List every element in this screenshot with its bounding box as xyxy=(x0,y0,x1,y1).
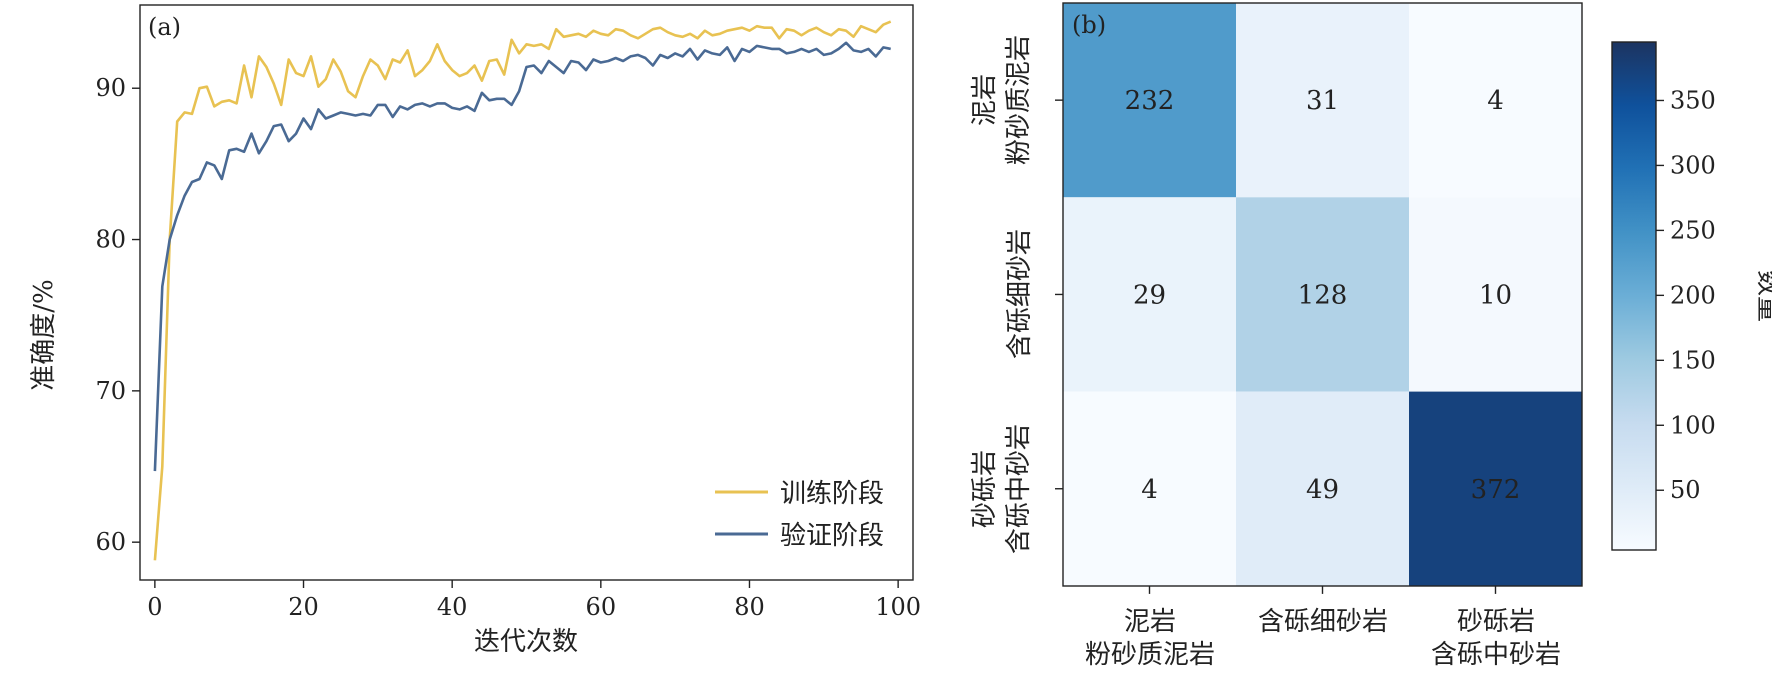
x-tick-label: 20 xyxy=(288,593,319,621)
heatmap-cell-value-0-1: 31 xyxy=(1306,86,1339,116)
col-label-2: 砂砾岩 含砾中砂岩 xyxy=(1431,607,1561,670)
row-label-0: 泥岩 粉砂质泥岩 xyxy=(970,35,1034,165)
heatmap-cells: 232 31 4 29 128 10 4 49 372 xyxy=(1063,3,1582,586)
col-label-2-line-1: 砂砾岩 xyxy=(1457,607,1535,637)
x-axis-label: 迭代次数 xyxy=(474,627,578,657)
heatmap-cell-1-0 xyxy=(1063,197,1236,392)
confusion-matrix-panel: 232 31 4 29 128 10 4 49 372 (b) 泥岩 粉砂质泥岩 含砾细砂岩 砂… xyxy=(970,2,1772,670)
col-label-1-line-1: 含砾细砂岩 xyxy=(1258,607,1388,637)
series-line-1 xyxy=(153,41,891,472)
col-label-1: 含砾细砂岩 xyxy=(1258,607,1388,637)
row-label-1: 含砾细砂岩 xyxy=(1005,229,1035,359)
colorbar-tick-label: 150 xyxy=(1670,346,1716,374)
heatmap-cell-1-1 xyxy=(1236,197,1409,392)
colorbar-tick-label: 250 xyxy=(1670,216,1716,244)
x-tick-label: 100 xyxy=(875,593,921,621)
col-label-0-line-1: 泥岩 xyxy=(1124,607,1176,637)
legend-label-train: 训练阶段 xyxy=(780,479,884,509)
row-label-2: 砂砾岩 含砾中砂岩 xyxy=(970,424,1034,554)
y-tick-label: 90 xyxy=(95,74,126,102)
col-label-0-line-2: 粉砂质泥岩 xyxy=(1085,640,1215,670)
line-chart-panel: 0 20 40 60 80 100 60 70 80 90 (a) 迭代次数 准确度/% 训练阶… xyxy=(29,4,921,657)
heatmap-cell-value-1-1: 128 xyxy=(1298,280,1348,310)
colorbar-tick-label: 300 xyxy=(1670,151,1716,179)
plot-frame xyxy=(139,4,914,581)
heatmap-cell-value-1-0: 29 xyxy=(1133,280,1166,310)
x-tick-label: 80 xyxy=(734,593,765,621)
heatmap-cell-0-2 xyxy=(1409,3,1582,198)
heatmap-cell-value-2-1: 49 xyxy=(1306,475,1339,505)
colorbar-tick-label: 50 xyxy=(1670,476,1701,504)
series-line-0 xyxy=(153,20,892,561)
y-tick-label: 70 xyxy=(95,377,126,405)
row-label-2-line-1: 砂砾岩 xyxy=(970,450,1000,528)
row-label-2-line-2: 含砾中砂岩 xyxy=(1004,424,1034,554)
y-axis-label: 准确度/% xyxy=(29,279,59,390)
x-tick-label: 0 xyxy=(147,593,162,621)
heatmap-cell-1-2 xyxy=(1409,197,1582,392)
heatmap-cell-value-2-2: 372 xyxy=(1471,475,1521,505)
colorbar-tick-label: 100 xyxy=(1670,411,1716,439)
heatmap-cell-value-0-0: 232 xyxy=(1125,86,1175,116)
row-label-1-line-1: 含砾细砂岩 xyxy=(1005,229,1035,359)
line-series-group xyxy=(153,20,892,561)
heatmap-cell-value-1-2: 10 xyxy=(1479,280,1512,310)
heatmap-cell-value-2-0: 4 xyxy=(1141,475,1158,505)
x-ticks: 0 20 40 60 80 100 xyxy=(147,580,921,621)
colorbar-ticks: 50 100 150 200 250 300 350 xyxy=(1656,86,1716,504)
heatmap-cell-2-2 xyxy=(1409,391,1582,586)
heatmap-cell-2-0 xyxy=(1063,391,1236,586)
legend: 训练阶段 验证阶段 xyxy=(715,479,884,551)
colorbar-tick-label: 350 xyxy=(1670,86,1716,114)
legend-label-validation: 验证阶段 xyxy=(780,521,884,551)
y-tick-label: 80 xyxy=(95,226,126,254)
heatmap-cell-0-0 xyxy=(1063,3,1236,198)
y-tick-label: 60 xyxy=(95,528,126,556)
x-tick-label: 60 xyxy=(586,593,617,621)
heatmap-cell-2-1 xyxy=(1236,391,1409,586)
col-label-0: 泥岩 粉砂质泥岩 xyxy=(1085,607,1215,670)
colorbar-label: 数量 xyxy=(1753,270,1772,322)
heatmap-ticks xyxy=(1055,99,1497,594)
row-label-0-line-1: 泥岩 xyxy=(970,74,1000,126)
col-label-2-line-2: 含砾中砂岩 xyxy=(1431,640,1561,670)
y-ticks: 60 70 80 90 xyxy=(95,74,140,556)
x-tick-label: 40 xyxy=(437,593,468,621)
colorbar-tick-label: 200 xyxy=(1670,281,1716,309)
colorbar-gradient xyxy=(1612,42,1656,550)
heatmap-cell-0-1 xyxy=(1236,3,1409,198)
heatmap-cell-value-0-2: 4 xyxy=(1487,86,1504,116)
row-label-0-line-2: 粉砂质泥岩 xyxy=(1004,35,1034,165)
panel-label-a: (a) xyxy=(148,13,181,41)
panel-label-b: (b) xyxy=(1072,11,1106,39)
